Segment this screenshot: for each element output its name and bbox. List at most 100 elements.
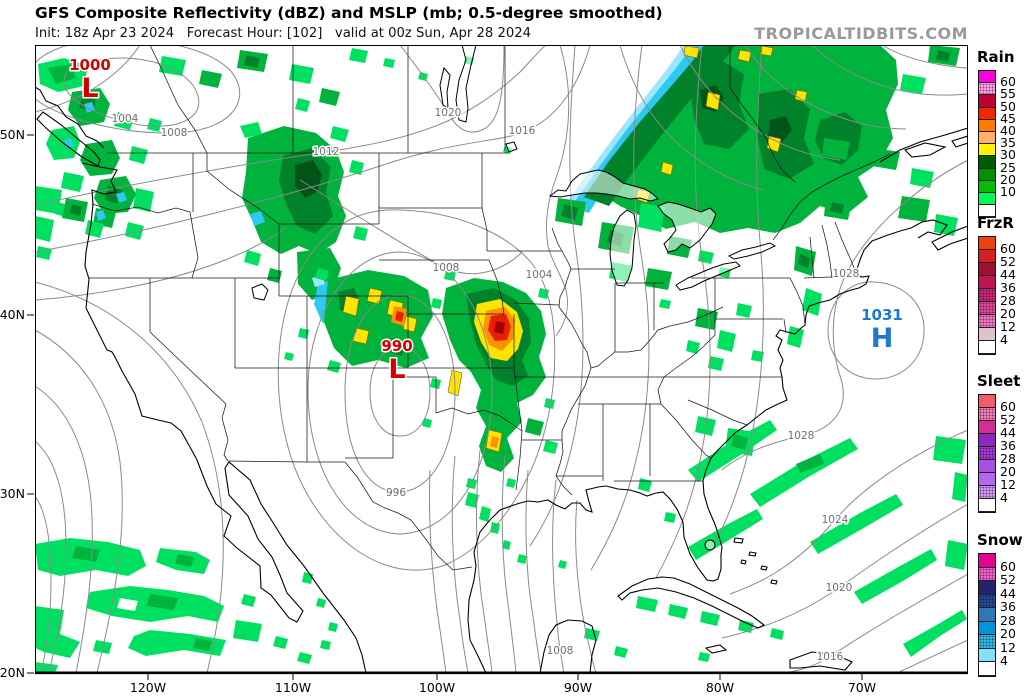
legend-colorbar-sleet bbox=[978, 394, 996, 513]
isobar-label: 1028 bbox=[833, 268, 860, 280]
lon-label: 70W bbox=[848, 680, 876, 695]
isobar-label: 1020 bbox=[435, 107, 462, 119]
isobar-label: 1008 bbox=[161, 127, 188, 139]
legend-tick-value: 20 bbox=[1000, 464, 1016, 479]
legend-tick-value: 28 bbox=[1000, 612, 1016, 628]
legend-tick-value: 60 bbox=[1000, 399, 1016, 414]
legend-segment bbox=[979, 421, 995, 434]
legend-title-rain: Rain bbox=[977, 48, 1015, 66]
isobar-label: 1024 bbox=[822, 514, 849, 526]
isobar-label: 1004 bbox=[526, 269, 553, 281]
legend-tick-value: 52 bbox=[1000, 572, 1016, 587]
legend-tick-value: 28 bbox=[1000, 293, 1016, 308]
legend-segment bbox=[979, 648, 995, 662]
legend-segment bbox=[979, 180, 995, 193]
legend-tick-value: 4 bbox=[1000, 490, 1008, 505]
legend-tick-value: 20 bbox=[1000, 171, 1016, 187]
legend-tick-value: 36 bbox=[1000, 599, 1016, 614]
pressure-value: 1000 bbox=[69, 56, 111, 74]
legend-tick-value: 10 bbox=[1000, 184, 1016, 199]
legend-segment bbox=[979, 328, 995, 341]
legend-segment bbox=[979, 567, 995, 581]
legend-segment bbox=[979, 95, 995, 108]
page-title: GFS Composite Reflectivity (dBZ) and MSL… bbox=[35, 4, 663, 22]
isobar-label: 996 bbox=[386, 487, 406, 499]
state-borders-layer bbox=[89, 45, 891, 571]
legend-tick-value: 4 bbox=[1000, 332, 1008, 347]
legend-segment bbox=[979, 594, 995, 608]
legend-segment bbox=[979, 119, 995, 132]
isobar-label: 1012 bbox=[313, 146, 340, 158]
legend-segment bbox=[979, 486, 995, 499]
legend-tick-value: 60 bbox=[1000, 558, 1016, 574]
legend-tick-value: 12 bbox=[1000, 477, 1016, 492]
lat-label: 50N bbox=[0, 127, 25, 142]
legend-segment bbox=[979, 499, 995, 512]
legend-segment bbox=[979, 263, 995, 276]
legend-segment bbox=[979, 581, 995, 595]
lon-label: 120W bbox=[130, 680, 166, 695]
legend-colorbar-snow bbox=[978, 553, 996, 677]
legend-segment bbox=[979, 408, 995, 421]
legend-segment bbox=[979, 276, 995, 289]
legend-segment bbox=[979, 635, 995, 649]
legend-tick-value: 28 bbox=[1000, 451, 1016, 466]
legend-tick-value: 60 bbox=[1000, 241, 1016, 256]
legend-segment bbox=[979, 315, 995, 328]
legend-tick-value: 52 bbox=[1000, 412, 1016, 427]
legend-segment bbox=[979, 131, 995, 145]
lon-label: 110W bbox=[275, 680, 311, 695]
coastline-layer bbox=[35, 86, 968, 673]
map-labels-layer: 1004 1008 1012 1020 1016 1008 1004 1028 1028 996 1… bbox=[68, 55, 905, 665]
reflectivity-layer bbox=[35, 45, 968, 673]
legend-tick-value: 50 bbox=[1000, 98, 1016, 114]
lon-label: 90W bbox=[564, 680, 592, 695]
legend-segment bbox=[979, 83, 995, 96]
legend-tick-value: 12 bbox=[1000, 319, 1016, 334]
legend-segment bbox=[979, 662, 995, 676]
legend-tick-value: 4 bbox=[1000, 653, 1008, 668]
legend-tick-value: 44 bbox=[1000, 425, 1016, 440]
tropicaltidbits-watermark: TROPICALTIDBITS.COM bbox=[754, 24, 968, 43]
legend-segment bbox=[979, 192, 995, 206]
legend-tick-value: 36 bbox=[1000, 280, 1016, 295]
legend-tick-value: 44 bbox=[1000, 267, 1016, 282]
isobar-label: 1008 bbox=[433, 262, 460, 274]
pressure-symbol: L bbox=[388, 354, 405, 385]
lat-label: 40N bbox=[0, 307, 25, 322]
legend-tick-value: 20 bbox=[1000, 306, 1016, 321]
legend-segment bbox=[979, 107, 995, 120]
legend-tick-value: 20 bbox=[1000, 626, 1016, 641]
isobar-label: 1016 bbox=[509, 125, 536, 137]
lat-label: 30N bbox=[0, 486, 25, 501]
legend-tick-value: 12 bbox=[1000, 639, 1016, 655]
init-forecast-line: Init: 18z Apr 23 2024 Forecast Hour: [10… bbox=[35, 26, 532, 41]
lakes-layer bbox=[251, 45, 777, 551]
legend-tick-value: 40 bbox=[1000, 123, 1016, 138]
legend-tick-value: 44 bbox=[1000, 585, 1016, 601]
legend-tick-value: 25 bbox=[1000, 159, 1016, 175]
isobar-label: 1028 bbox=[788, 430, 815, 442]
legend-tick-value: 35 bbox=[1000, 135, 1016, 151]
legend-segment bbox=[979, 71, 995, 84]
legend-segment bbox=[979, 289, 995, 302]
legend-segment bbox=[979, 341, 995, 354]
legend-segment bbox=[979, 473, 995, 486]
legend-segment bbox=[979, 554, 995, 568]
legend-segment bbox=[979, 608, 995, 622]
isobar-label: 1020 bbox=[826, 582, 853, 594]
legend-tick-value: 55 bbox=[1000, 86, 1016, 102]
legend-segment bbox=[979, 460, 995, 473]
isobar-label: 1004 bbox=[112, 113, 139, 125]
pressure-value: 1031 bbox=[861, 306, 903, 324]
isobar-label: 1008 bbox=[547, 645, 574, 657]
legend-segment bbox=[979, 250, 995, 263]
legend-segment bbox=[979, 168, 995, 181]
pressure-symbol: L bbox=[81, 73, 98, 104]
legend-colorbar-frzr bbox=[978, 236, 996, 355]
legend-tick-value: 52 bbox=[1000, 254, 1016, 269]
legend-segment bbox=[979, 447, 995, 460]
axis-layer: 50N 40N 30N 20N 120W 110W 100W 90W 80W 70W bbox=[0, 127, 876, 695]
